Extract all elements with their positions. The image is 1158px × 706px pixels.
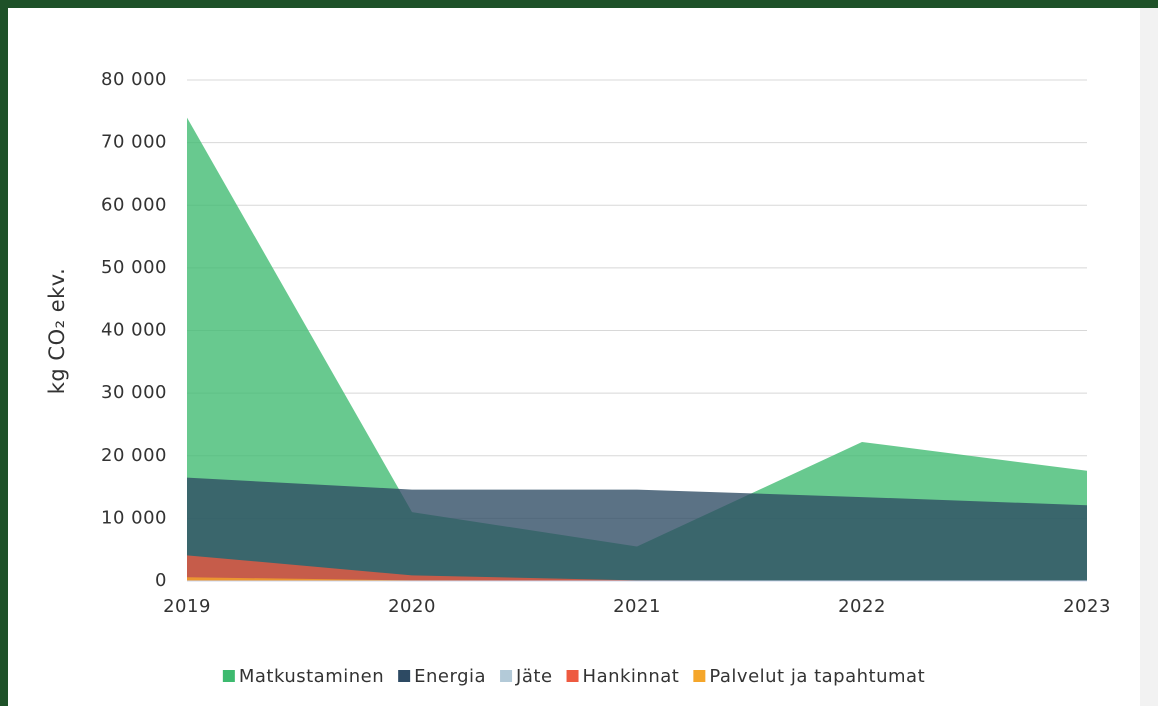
y-axis-label: kg CO₂ ekv.	[45, 268, 69, 395]
legend-swatch	[398, 670, 411, 682]
x-tick-label: 2021	[613, 596, 661, 617]
x-tick-label: 2020	[388, 596, 436, 617]
side-strip	[1140, 8, 1158, 706]
legend-swatch	[566, 670, 579, 682]
legend-swatch	[693, 670, 706, 682]
legend-label: Matkustaminen	[239, 666, 384, 687]
legend-label: Energia	[414, 666, 486, 687]
legend-label: Jäte	[515, 666, 552, 687]
legend-label: Hankinnat	[583, 666, 680, 687]
y-tick-label: 40 000	[101, 320, 167, 341]
y-tick-label: 80 000	[101, 69, 167, 90]
y-tick-label: 30 000	[101, 382, 167, 403]
y-tick-label: 60 000	[101, 194, 167, 215]
x-tick-label: 2022	[838, 596, 886, 617]
y-tick-label: 10 000	[101, 507, 167, 528]
y-tick-label: 20 000	[101, 445, 167, 466]
y-tick-label: 50 000	[101, 257, 167, 278]
legend-swatch	[222, 670, 235, 682]
legend-label: Palvelut ja tapahtumat	[709, 666, 925, 687]
legend-swatch	[500, 670, 513, 682]
area	[187, 477, 1087, 581]
y-tick-label: 70 000	[101, 132, 167, 153]
area	[187, 555, 1087, 581]
y-tick-label: 0	[155, 570, 167, 591]
x-tick-label: 2023	[1063, 596, 1111, 617]
x-tick-label: 2019	[163, 596, 211, 617]
area	[187, 117, 1087, 581]
